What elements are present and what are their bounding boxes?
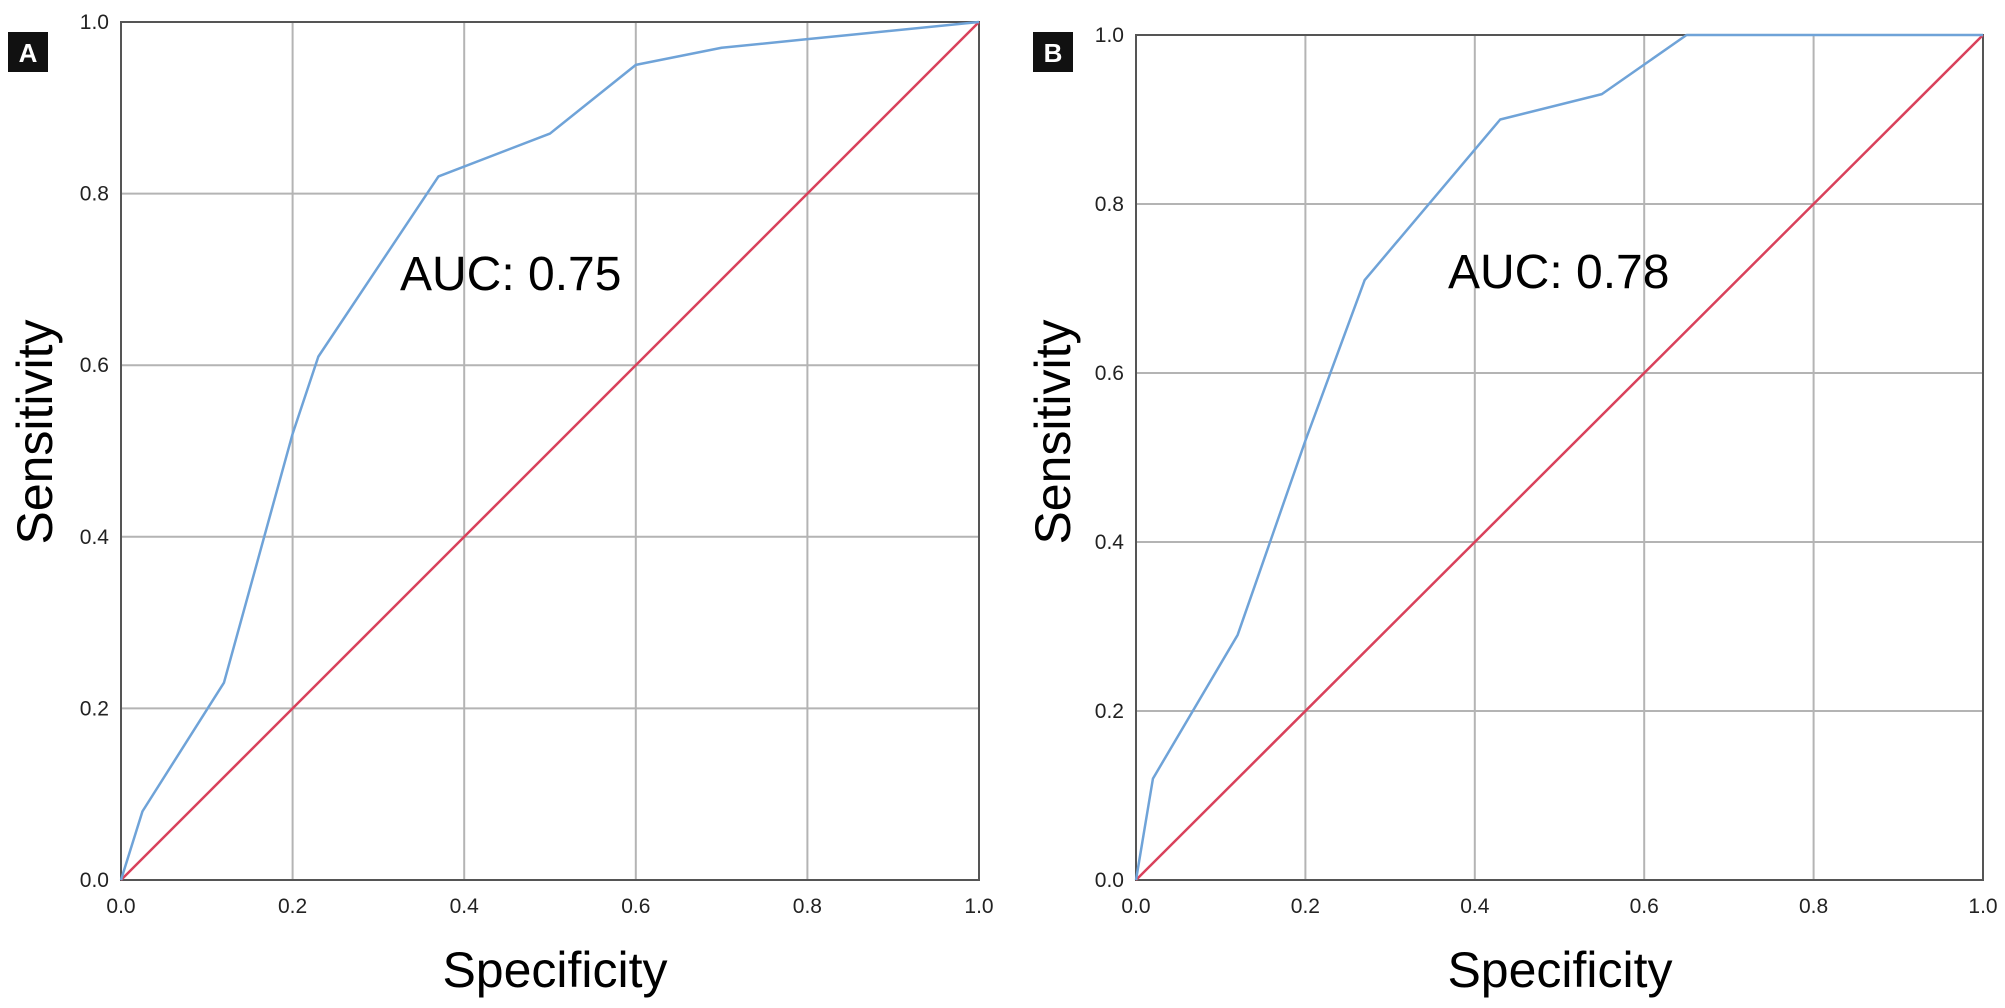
y-tick-label: 0.6	[80, 354, 109, 377]
x-tick-label: 0.0	[1121, 895, 1150, 918]
auc-annotation: AUC: 0.78	[1448, 246, 1669, 299]
panel-b: 0.0 0.2 0.4 0.6 0.8 1.0 0.0 0.2 0.4 0.6 0.8 1.0 AUC:…	[1025, 24, 1998, 998]
y-tick-label: 0.4	[1095, 531, 1125, 554]
panel-a: 0.0 0.2 0.4 0.6 0.8 1.0 0.0 0.2 0.4 0.6 0.8 1.0 AUC:…	[7, 11, 994, 998]
y-tick-label: 0.0	[1095, 869, 1124, 892]
x-tick-label: 1.0	[964, 895, 993, 918]
x-tick-label: 0.8	[793, 895, 822, 918]
panel-badge-label: B	[1044, 38, 1063, 68]
y-tick-label: 0.4	[80, 526, 110, 549]
x-tick-label: 0.6	[1630, 895, 1659, 918]
y-tick-label: 0.8	[80, 183, 109, 206]
y-tick-label: 0.8	[1095, 193, 1124, 216]
y-tick-label: 0.6	[1095, 362, 1124, 385]
y-tick-label: 1.0	[80, 11, 109, 34]
y-axis-title: Sensitivity	[1025, 319, 1081, 544]
x-tick-label: 0.4	[450, 895, 480, 918]
x-axis-title: Specificity	[442, 942, 667, 998]
x-tick-label: 1.0	[1968, 895, 1997, 918]
y-tick-label: 0.2	[1095, 700, 1124, 723]
x-tick-label: 0.8	[1799, 895, 1828, 918]
reference-line	[1135, 34, 1984, 881]
x-tick-label: 0.4	[1460, 895, 1490, 918]
roc-curve	[1134, 33, 1983, 881]
x-axis-title: Specificity	[1447, 942, 1672, 998]
x-tick-label: 0.2	[1291, 895, 1320, 918]
y-tick-label: 0.0	[80, 869, 109, 892]
plot-frame	[120, 21, 980, 881]
auc-annotation: AUC: 0.75	[400, 248, 621, 301]
plot-frame	[1135, 34, 1984, 881]
x-tick-label: 0.2	[278, 895, 307, 918]
y-tick-label: 0.2	[80, 697, 109, 720]
y-axis-title: Sensitivity	[7, 319, 63, 544]
x-tick-label: 0.6	[621, 895, 650, 918]
y-tick-label: 1.0	[1095, 24, 1124, 47]
panel-badge	[1033, 32, 1073, 72]
roc-curve	[119, 20, 980, 881]
reference-line	[120, 21, 980, 881]
x-tick-label: 0.0	[106, 895, 135, 918]
panel-badge	[8, 32, 48, 72]
panel-badge-label: A	[19, 38, 38, 68]
